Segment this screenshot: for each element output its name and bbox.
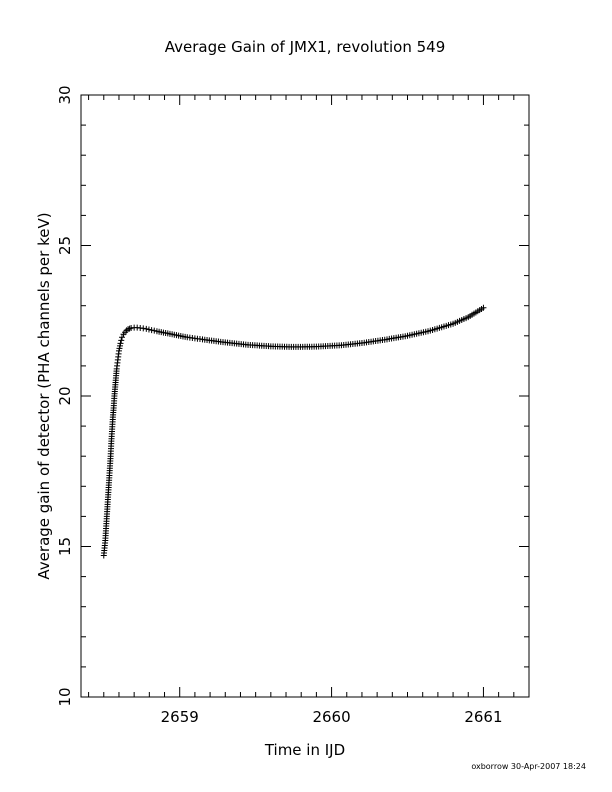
data-point xyxy=(151,327,158,334)
plot-frame xyxy=(80,94,530,698)
data-point xyxy=(118,337,125,344)
data-point xyxy=(148,327,155,334)
data-point xyxy=(480,304,487,311)
data-point xyxy=(116,345,123,352)
x-tick-label: 2659 xyxy=(161,708,199,726)
data-series xyxy=(100,304,487,559)
data-point xyxy=(117,340,124,347)
y-tick-label: 25 xyxy=(56,236,74,255)
x-axis-label: Time in IJD xyxy=(264,741,345,759)
chart-title: Average Gain of JMX1, revolution 549 xyxy=(165,38,446,56)
data-point xyxy=(125,326,132,333)
y-tick-label: 15 xyxy=(56,537,74,556)
y-axis: 10 15 20 25 30 xyxy=(56,85,529,707)
data-point xyxy=(145,326,152,333)
x-axis: 2659 2660 2661 xyxy=(88,95,515,726)
data-point xyxy=(116,342,123,349)
y-tick-label: 30 xyxy=(56,85,74,104)
footer-text: oxborrow 30-Apr-2007 18:24 xyxy=(471,762,586,771)
x-tick-label: 2661 xyxy=(464,708,502,726)
data-point xyxy=(143,325,150,332)
data-point xyxy=(115,347,122,354)
y-tick-label: 10 xyxy=(56,687,74,706)
x-tick-label: 2660 xyxy=(312,708,350,726)
data-point xyxy=(119,334,126,341)
y-tick-label: 20 xyxy=(56,386,74,405)
y-axis-label: Average gain of detector (PHA channels p… xyxy=(35,212,53,579)
